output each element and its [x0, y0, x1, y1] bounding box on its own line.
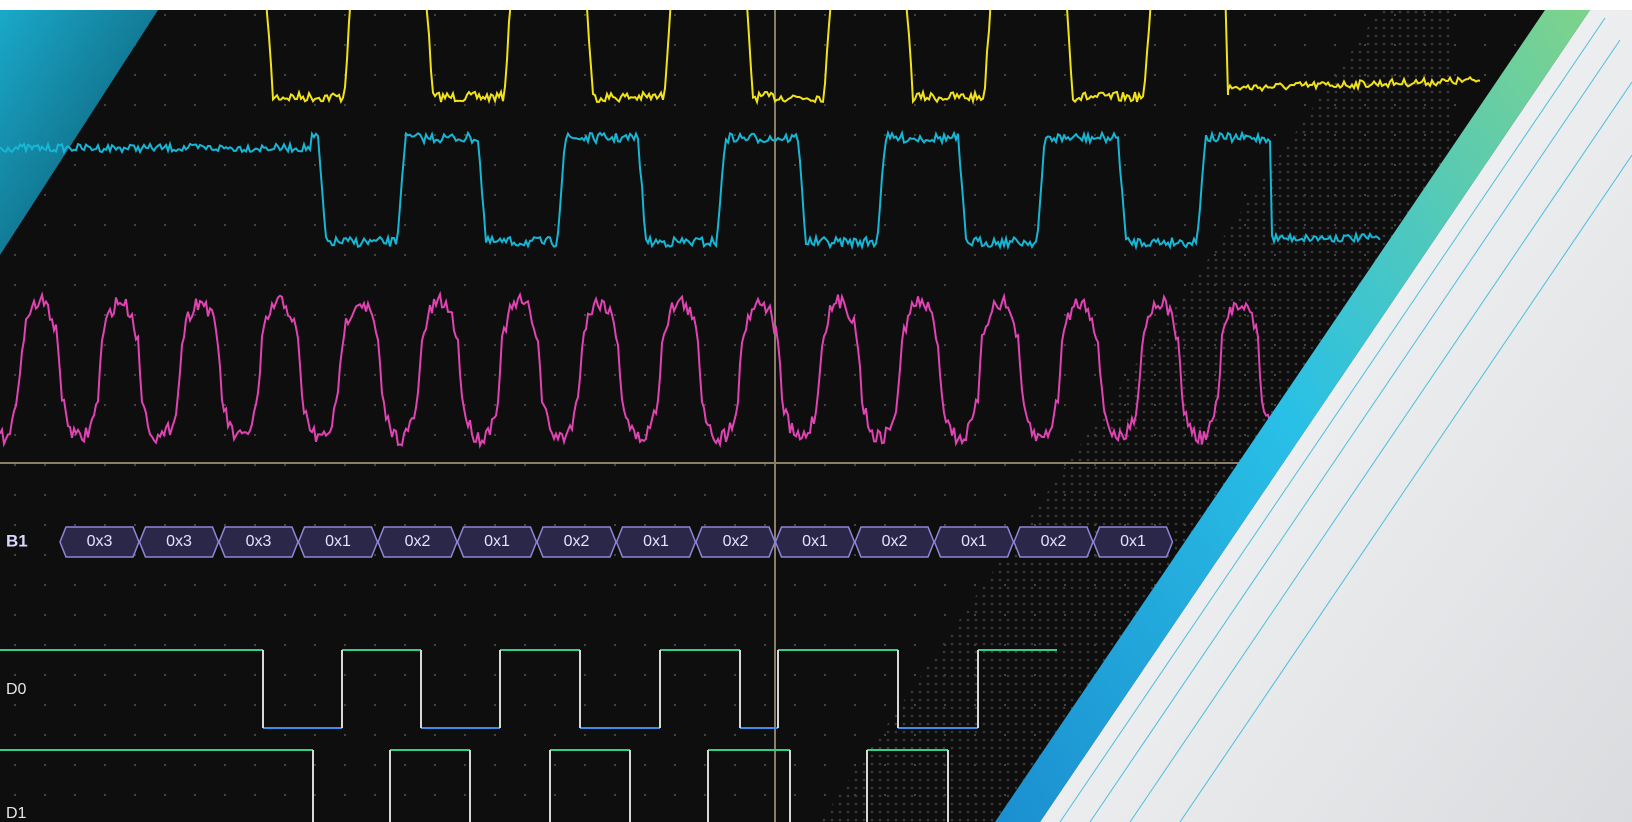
bus-value: 0x1	[643, 533, 669, 550]
corner-accent	[0, 10, 158, 255]
bus-value: 0x3	[246, 533, 272, 550]
bus-value: 0x1	[802, 533, 828, 550]
bus-value: 0x3	[166, 533, 192, 550]
channel-label: D0	[6, 681, 27, 698]
channel-label: D1	[6, 805, 27, 822]
panel-line	[1179, 154, 1632, 822]
magenta-trace	[0, 290, 1291, 450]
bus-label: B1	[6, 531, 28, 550]
bus-cell	[1092, 526, 1174, 558]
panel-stripe	[995, 10, 1590, 822]
panel-line	[1089, 39, 1621, 822]
panel-line	[1059, 17, 1606, 822]
bus-decode: B1 0x3 0x3 0x3 0x1 0x2 0x1 0x2 0x1 0x2 0x1 0x2 0x1 0…	[6, 526, 1174, 558]
bus-value: 0x1	[1120, 533, 1146, 550]
bus-value: 0x2	[564, 533, 590, 550]
waveforms	[0, 0, 1481, 822]
brand-panel	[995, 10, 1632, 822]
panel-line	[1129, 81, 1632, 822]
cyan-trace	[0, 129, 1381, 251]
bus-value: 0x2	[405, 533, 431, 550]
bus-value: 0x1	[484, 533, 510, 550]
bus-value: 0x2	[1041, 533, 1067, 550]
bus-value: 0x3	[87, 533, 113, 550]
panel	[1040, 10, 1632, 822]
bus-value: 0x1	[961, 533, 987, 550]
bus-value: 0x1	[325, 533, 351, 550]
top-strip	[0, 0, 1632, 10]
yellow-trace	[265, 0, 1481, 106]
bus-value: 0x2	[882, 533, 908, 550]
bus-value: 0x2	[723, 533, 749, 550]
